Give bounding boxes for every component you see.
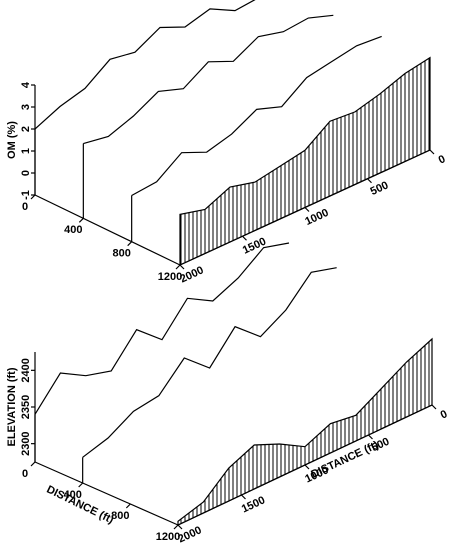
depth-tick — [173, 524, 179, 530]
z-tick-label: 2400 — [20, 358, 32, 382]
distance-tick — [179, 264, 185, 270]
depth-tick — [78, 482, 84, 488]
depth-tick-label: 0 — [22, 468, 28, 480]
z-tick-label: 1 — [20, 148, 32, 154]
hatched-ribbon — [177, 337, 433, 526]
distance-tick — [368, 434, 373, 440]
depth-tick — [125, 503, 131, 509]
distance-tick-label: 0 — [437, 153, 448, 166]
z-axis-label: ELEVATION (ft) — [6, 367, 18, 446]
depth-tick — [30, 461, 36, 467]
depth-axis — [34, 194, 181, 266]
z-tick-label: 2350 — [20, 395, 32, 419]
depth-tick — [30, 194, 36, 200]
depth-tick-label: 0 — [22, 201, 28, 213]
depth-tick — [175, 264, 181, 270]
distance-tick — [431, 404, 437, 410]
distance-tick — [177, 524, 183, 530]
distance-tick-label: 0 — [439, 408, 450, 421]
depth-tick-label: 800 — [111, 510, 129, 522]
profile-line — [131, 35, 382, 196]
z-tick-label: -1 — [20, 190, 32, 200]
z-tick-label: 4 — [20, 81, 32, 88]
distance-tick — [429, 149, 435, 155]
distance-tick — [304, 464, 310, 470]
depth-tick-label: 400 — [64, 224, 82, 236]
depth-axis — [34, 461, 179, 526]
distance-tick — [242, 235, 247, 241]
profile-line — [34, 0, 256, 130]
distance-tick — [241, 494, 246, 500]
depth-tick — [127, 241, 133, 247]
depth-tick-label: 400 — [63, 489, 81, 501]
profile-line — [82, 267, 337, 458]
depth-tick — [78, 217, 84, 223]
distance-tick-label: 500 — [369, 179, 391, 198]
distance-tick — [367, 178, 372, 184]
hatched-ribbon — [179, 56, 431, 266]
z-tick-label: 0 — [20, 170, 32, 176]
depth-tick-label: 800 — [112, 248, 130, 260]
profile-line — [83, 14, 334, 145]
distance-tick — [304, 207, 310, 212]
z-tick-label: 3 — [20, 104, 32, 110]
z-axis-label: OM (%) — [6, 121, 18, 159]
profile-line — [34, 242, 290, 415]
z-tick-label: 2300 — [20, 431, 32, 455]
z-tick-label: 2 — [20, 126, 32, 132]
depth-tick-label: 1200 — [158, 271, 182, 283]
depth-tick-label: 1200 — [156, 531, 180, 543]
